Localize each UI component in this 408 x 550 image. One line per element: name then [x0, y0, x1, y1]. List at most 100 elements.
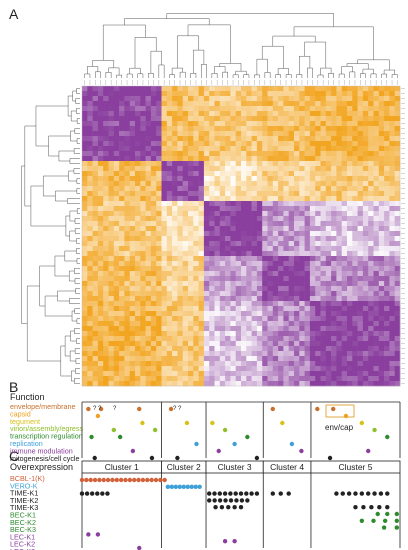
heatmap-cell: [193, 236, 199, 242]
heatmap-cell: [135, 171, 141, 177]
heatmap-cell: [315, 376, 321, 382]
dendrogram-branch: [391, 74, 398, 78]
heatmap-cell: [193, 246, 199, 252]
heatmap-cell: [188, 141, 194, 147]
heatmap-cell: [156, 326, 162, 332]
heatmap-cell: [214, 186, 221, 192]
heatmap-cell: [177, 196, 183, 202]
heatmap-cell: [294, 226, 300, 232]
heatmap-cell: [283, 346, 289, 352]
heatmap-cell: [309, 231, 316, 237]
heatmap-cell: [198, 156, 205, 162]
heatmap-cell: [294, 361, 300, 367]
dendrogram-branch: [76, 188, 80, 194]
heatmap-cell: [214, 111, 221, 117]
heatmap-cell: [108, 296, 115, 302]
heatmap-cell: [315, 336, 321, 342]
heatmap-cell: [368, 331, 374, 337]
heatmap-cell: [150, 346, 157, 352]
heatmap-cell: [378, 331, 385, 337]
heatmap-cell: [97, 321, 104, 327]
heatmap-cell: [373, 136, 380, 142]
heatmap-cell: [140, 376, 146, 382]
heatmap-cell: [87, 306, 93, 312]
heatmap-cell: [341, 306, 348, 312]
heatmap-cell: [288, 186, 295, 192]
heatmap-cell: [304, 161, 311, 167]
heatmap-cell: [150, 126, 157, 132]
heatmap-cell: [225, 136, 231, 142]
heatmap-cell: [161, 121, 168, 127]
heatmap-cell: [288, 311, 295, 317]
overexpression-dot: [238, 491, 244, 496]
heatmap-cell: [214, 286, 221, 292]
heatmap-cell: [272, 346, 279, 352]
heatmap-cell: [177, 111, 183, 117]
heatmap-cell: [161, 296, 168, 302]
heatmap-cell: [256, 326, 263, 332]
heatmap-cell: [294, 156, 300, 162]
heatmap-cell: [267, 346, 274, 352]
heatmap-cell: [309, 331, 316, 337]
heatmap-cell: [368, 91, 374, 97]
heatmap-cell: [92, 211, 99, 217]
dendrogram-branch: [48, 135, 71, 157]
heatmap-cell: [278, 191, 284, 197]
heatmap-cell: [368, 221, 374, 227]
heatmap-cell: [341, 241, 348, 247]
heatmap-cell: [278, 176, 284, 182]
heatmap-cell: [320, 211, 327, 217]
heatmap-cell: [92, 236, 99, 242]
heatmap-cell: [246, 361, 252, 367]
heatmap-cell: [283, 231, 289, 237]
heatmap-cell: [172, 156, 178, 162]
heatmap-cell: [124, 126, 130, 132]
heatmap-cell: [368, 186, 374, 192]
heatmap-cell: [288, 361, 295, 367]
heatmap-cell: [341, 371, 348, 377]
heatmap-cell: [140, 146, 146, 152]
heatmap-cell: [241, 121, 247, 127]
heatmap-cell: [82, 276, 88, 282]
heatmap-cell: [172, 131, 178, 137]
heatmap-cell: [331, 196, 337, 202]
heatmap-cell: [87, 91, 93, 97]
heatmap-cell: [182, 166, 189, 172]
heatmap-cell: [294, 366, 300, 372]
heatmap-cell: [256, 311, 263, 317]
function-dot: [343, 413, 349, 419]
heatmap-cell: [368, 281, 374, 287]
heatmap-cell: [129, 231, 136, 237]
heatmap-cell: [288, 296, 295, 302]
heatmap-cell: [145, 96, 152, 102]
heatmap-cell: [103, 191, 109, 197]
heatmap-cell: [256, 226, 263, 232]
heatmap-cell: [389, 341, 395, 347]
heatmap-cell: [325, 226, 332, 232]
heatmap-cell: [150, 196, 157, 202]
heatmap-cell: [108, 326, 115, 332]
heatmap-cell: [129, 91, 136, 97]
heatmap-cell: [92, 286, 99, 292]
heatmap-cell: [251, 181, 258, 187]
heatmap-cell: [119, 291, 125, 297]
heatmap-cell: [82, 106, 88, 112]
heatmap-cell: [113, 216, 120, 222]
heatmap-cell: [341, 251, 348, 257]
heatmap-cell: [336, 236, 342, 242]
heatmap-cell: [299, 111, 305, 117]
heatmap-cell: [82, 291, 88, 297]
heatmap-cell: [150, 236, 157, 242]
heatmap-cell: [246, 191, 252, 197]
heatmap-cell: [198, 296, 205, 302]
heatmap-cell: [188, 191, 194, 197]
heatmap-cell: [362, 331, 369, 337]
heatmap-cell: [299, 86, 305, 92]
heatmap-cell: [214, 256, 221, 262]
heatmap-cell: [347, 241, 353, 247]
heatmap-cell: [177, 96, 183, 102]
heatmap-cell: [145, 301, 152, 307]
heatmap-cell: [352, 361, 358, 367]
heatmap-cell: [103, 221, 109, 227]
heatmap-cell: [325, 166, 332, 172]
